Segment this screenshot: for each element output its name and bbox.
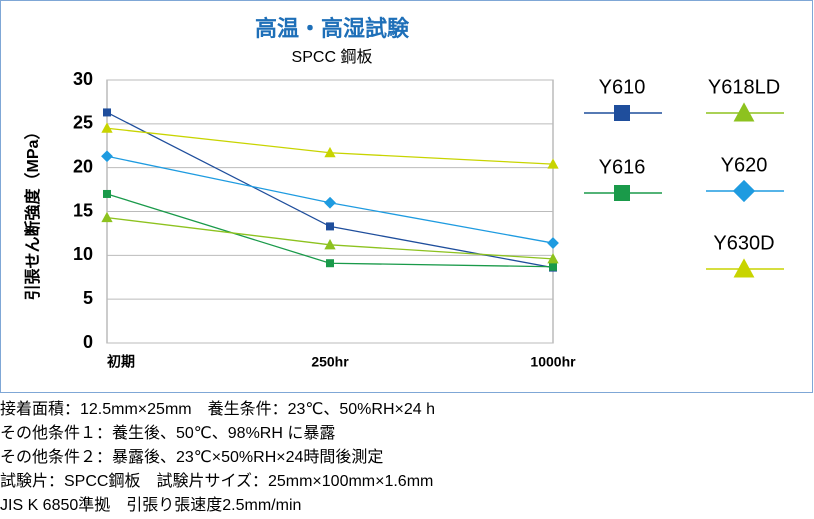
x-tick-label: 初期	[107, 354, 135, 370]
data-point	[324, 146, 336, 158]
chart-subtitle: SPCC 鋼板	[292, 48, 373, 66]
data-point	[101, 122, 113, 133]
legend-marker	[733, 102, 755, 122]
y-tick-label: 10	[73, 244, 93, 264]
chart-frame	[0, 0, 813, 393]
x-tick-label: 250hr	[311, 354, 349, 370]
data-point	[547, 252, 559, 264]
note: その他条件１：養生後、50℃、98%RH に暴露	[0, 424, 335, 442]
note: JIS K 6850準拠 引張り張速度2.5mm/min	[0, 496, 301, 514]
note: 試験片：SPCC鋼板 試験片サイズ：25mm×100mm×1.6mm	[0, 472, 433, 490]
legend-label: Y618LD	[708, 76, 780, 98]
data-point	[103, 189, 111, 198]
data-point	[101, 150, 113, 163]
y-tick-label: 20	[73, 156, 93, 176]
legend-label: Y616	[599, 156, 646, 178]
legend-marker	[614, 105, 630, 121]
data-point	[103, 108, 111, 117]
x-tick-label: 1000hr	[530, 354, 576, 370]
y-tick-label: 25	[73, 113, 93, 133]
chart-title: 高温・高湿試験	[255, 16, 410, 41]
data-point	[547, 237, 559, 249]
legend-label: Y610	[599, 76, 646, 98]
y-tick-label: 5	[83, 288, 93, 308]
data-point	[101, 211, 113, 223]
y-tick-label: 15	[73, 200, 93, 220]
note: 接着面積：12.5mm×25mm 養生条件：23℃、50%RH×24 h	[0, 400, 435, 418]
legend-label: Y630D	[713, 232, 774, 254]
legend-label: Y620	[721, 154, 768, 176]
y-axis-label: 引張せん断強度（MPa）	[23, 124, 42, 301]
data-point	[326, 259, 334, 268]
legend-marker	[614, 185, 630, 201]
y-tick-label: 30	[73, 69, 93, 89]
data-point	[324, 238, 336, 250]
data-point	[324, 196, 336, 209]
y-tick-label: 0	[83, 332, 93, 352]
data-point	[549, 262, 557, 271]
legend-marker	[732, 179, 756, 203]
legend-marker	[733, 258, 755, 278]
note: その他条件２：暴露後、23℃×50%RH×24時間後測定	[0, 448, 383, 466]
data-point	[326, 222, 334, 231]
data-point	[547, 158, 559, 169]
